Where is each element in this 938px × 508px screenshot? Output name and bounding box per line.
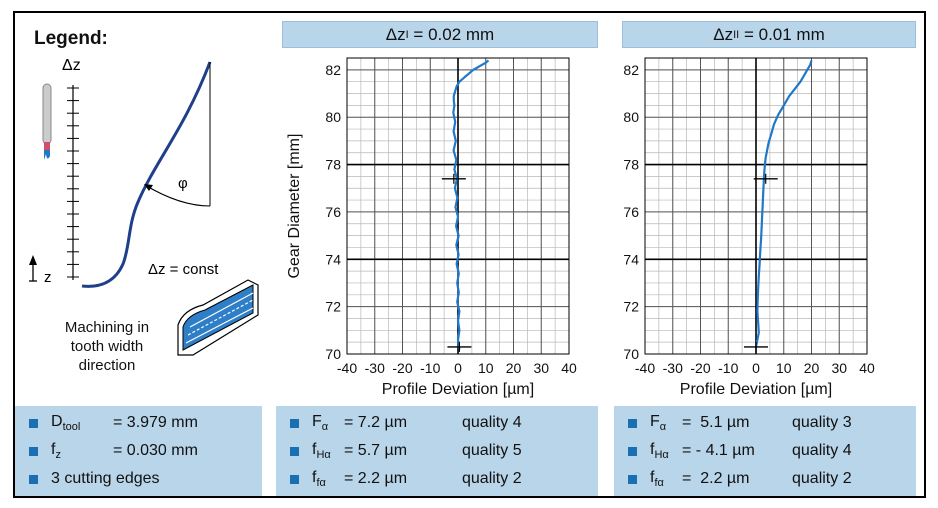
- bullet-icon: [628, 446, 637, 456]
- info-row: fz = 0.030 mm: [29, 440, 198, 462]
- x-tick-label: 20: [804, 360, 820, 376]
- x-tick-label: -40: [635, 360, 655, 376]
- bullet-icon: [290, 446, 299, 456]
- info-row: 3 cutting edges: [29, 468, 160, 490]
- info-row: Dtool = 3.979 mm: [29, 412, 198, 434]
- x-tick-label: -30: [365, 360, 385, 376]
- chart-panel-1: -40 -30 -20 -10 0 10 20 30 40 70 72 74 76 78 80 82 Profi…: [286, 57, 577, 398]
- x-axis-label: Profile Deviation [µm]: [680, 381, 832, 398]
- phi-label: φ: [178, 175, 188, 192]
- y-tick-label: 82: [623, 62, 639, 78]
- panel-2-header: Δz II = 0.01 mm: [622, 21, 916, 48]
- plot-border: [346, 57, 570, 355]
- tool-shank: [42, 83, 52, 145]
- x-tick-label: 40: [561, 360, 577, 376]
- const-label: Δz = const: [148, 261, 219, 278]
- info-row: fHα = 5.7 µm quality 5: [290, 440, 522, 462]
- series-line: [754, 60, 813, 348]
- z-arrow-icon: [29, 255, 37, 265]
- bullet-icon: [290, 474, 299, 484]
- tool-info-box: Dtool = 3.979 mm fz = 0.030 mm 3 cutting…: [15, 406, 262, 496]
- x-tick-label: 0: [454, 360, 462, 376]
- bullet-icon: [29, 474, 38, 484]
- x-tick-label: 30: [831, 360, 847, 376]
- y-tick-label: 72: [325, 299, 341, 315]
- y-tick-label: 82: [325, 62, 341, 78]
- machined-block-icon: [177, 279, 259, 356]
- y-tick-label: 74: [325, 251, 341, 267]
- legend-title: Legend:: [34, 28, 108, 49]
- profile-curve: [81, 61, 212, 288]
- y-tick-label: 76: [325, 204, 341, 220]
- x-tick-label: -10: [718, 360, 738, 376]
- panel-1-info-box: Fα = 7.2 µm quality 4 fHα = 5.7 µm quali…: [276, 406, 598, 496]
- y-tick-label: 76: [623, 204, 639, 220]
- info-row: ffα = 2.2 µm quality 2: [628, 468, 852, 490]
- plot-border: [644, 57, 868, 355]
- tool-neck: [44, 142, 50, 150]
- x-tick-label: 30: [533, 360, 549, 376]
- bullet-icon: [29, 446, 38, 456]
- y-tick-label: 78: [623, 157, 639, 173]
- y-tick-label: 72: [623, 299, 639, 315]
- delta-z-label: Δz: [62, 57, 81, 74]
- x-tick-label: 10: [478, 360, 494, 376]
- x-tick-label: 40: [859, 360, 875, 376]
- x-tick-label: -40: [337, 360, 357, 376]
- y-tick-label: 80: [623, 109, 639, 125]
- x-tick-label: 10: [776, 360, 792, 376]
- bullet-icon: [628, 418, 637, 428]
- phi-arc: [144, 184, 211, 207]
- chart-panel-2: -40 -30 -20 -10 0 10 20 30 40 70 72 74 76 78 80 82 Profi…: [623, 57, 875, 398]
- x-tick-label: 0: [752, 360, 760, 376]
- legend-diagram: Δz z φ Δz = const: [29, 57, 259, 356]
- y-tick-label: 70: [623, 346, 639, 362]
- y-tick-label: 70: [325, 346, 341, 362]
- figure-frame: [13, 11, 926, 498]
- phi-arrow-icon: [144, 184, 153, 191]
- info-row: Fα = 7.2 µm quality 4: [290, 412, 522, 434]
- y-tick-label: 78: [325, 157, 341, 173]
- tool-cutting-edge: [44, 150, 50, 160]
- info-row: ffα = 2.2 µm quality 2: [290, 468, 522, 490]
- x-tick-label: 20: [506, 360, 522, 376]
- x-tick-label: -20: [690, 360, 710, 376]
- z-scale-ticks: [67, 87, 79, 278]
- y-tick-label: 80: [325, 109, 341, 125]
- bullet-icon: [628, 474, 637, 484]
- bullet-icon: [290, 418, 299, 428]
- y-axis-label: Gear Diameter [mm]: [286, 134, 303, 279]
- series-line: [452, 59, 490, 350]
- info-row: Fα = 5.1 µm quality 3: [628, 412, 852, 434]
- panel-2-info-box: Fα = 5.1 µm quality 3 fHα = - 4.1 µm qua…: [614, 406, 916, 496]
- panel-1-header: Δz I = 0.02 mm: [282, 21, 598, 48]
- z-label: z: [44, 269, 52, 286]
- info-row: fHα = - 4.1 µm quality 4: [628, 440, 852, 462]
- bullet-icon: [29, 418, 38, 428]
- x-tick-label: -30: [663, 360, 683, 376]
- y-tick-label: 74: [623, 251, 639, 267]
- x-axis-label: Profile Deviation [µm]: [382, 381, 534, 398]
- machining-text: Machining in tooth width direction: [64, 319, 150, 374]
- x-tick-label: -20: [392, 360, 412, 376]
- x-tick-label: -10: [420, 360, 440, 376]
